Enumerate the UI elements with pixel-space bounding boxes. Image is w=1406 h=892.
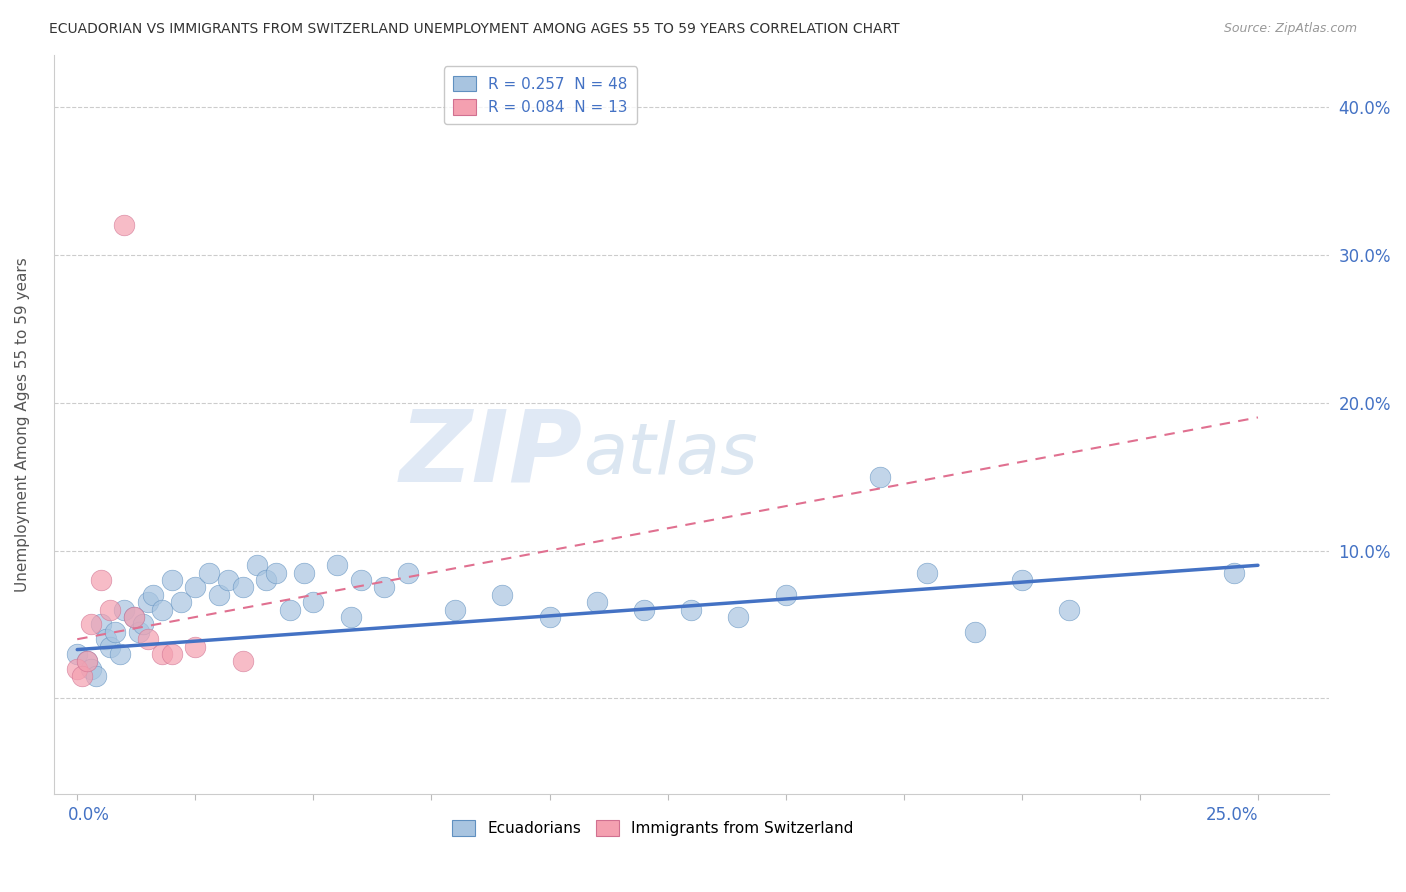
Point [373, 581, 395, 595]
Point [869, 469, 891, 483]
Point [114, 602, 136, 616]
Point [444, 602, 467, 616]
Point [340, 610, 363, 624]
Point [160, 573, 183, 587]
Point [254, 573, 277, 587]
Point [150, 602, 173, 616]
Text: 0.0%: 0.0% [67, 806, 110, 824]
Point [80, 662, 103, 676]
Point [98, 640, 121, 654]
Point [396, 566, 419, 580]
Point [98, 602, 121, 616]
Point [184, 640, 207, 654]
Point [80, 617, 103, 632]
Point [84, 669, 107, 683]
Point [1057, 602, 1080, 616]
Point [491, 588, 513, 602]
Point [198, 566, 221, 580]
Point [66, 662, 89, 676]
Text: Source: ZipAtlas.com: Source: ZipAtlas.com [1223, 22, 1357, 36]
Point [633, 602, 655, 616]
Point [128, 624, 150, 639]
Text: ZIP: ZIP [399, 406, 583, 503]
Point [90, 573, 112, 587]
Point [302, 595, 325, 609]
Point [727, 610, 749, 624]
Point [231, 654, 253, 668]
Point [94, 632, 117, 647]
Point [775, 588, 797, 602]
Point [184, 581, 207, 595]
Point [963, 624, 986, 639]
Point [1011, 573, 1033, 587]
Point [142, 588, 165, 602]
Point [108, 647, 131, 661]
Point [122, 610, 145, 624]
Legend: R = 0.257  N = 48, R = 0.084  N = 13: R = 0.257 N = 48, R = 0.084 N = 13 [444, 67, 637, 124]
Point [150, 647, 173, 661]
Point [76, 654, 98, 668]
Point [170, 595, 193, 609]
Point [136, 632, 159, 647]
Point [70, 669, 93, 683]
Point [326, 558, 349, 573]
Point [292, 566, 315, 580]
Point [246, 558, 269, 573]
Point [104, 624, 127, 639]
Point [90, 617, 112, 632]
Point [122, 610, 145, 624]
Point [114, 218, 136, 232]
Point [349, 573, 371, 587]
Point [136, 595, 159, 609]
Point [264, 566, 287, 580]
Point [208, 588, 231, 602]
Point [160, 647, 183, 661]
Point [538, 610, 561, 624]
Text: atlas: atlas [583, 420, 758, 489]
Point [585, 595, 607, 609]
Point [76, 654, 98, 668]
Point [231, 581, 253, 595]
Point [217, 573, 239, 587]
Point [66, 647, 89, 661]
Text: 25.0%: 25.0% [1205, 806, 1258, 824]
Point [681, 602, 703, 616]
Point [132, 617, 155, 632]
Y-axis label: Unemployment Among Ages 55 to 59 years: Unemployment Among Ages 55 to 59 years [15, 258, 30, 592]
Point [1223, 566, 1246, 580]
Text: ECUADORIAN VS IMMIGRANTS FROM SWITZERLAND UNEMPLOYMENT AMONG AGES 55 TO 59 YEARS: ECUADORIAN VS IMMIGRANTS FROM SWITZERLAN… [49, 22, 900, 37]
Point [278, 602, 301, 616]
Point [917, 566, 939, 580]
